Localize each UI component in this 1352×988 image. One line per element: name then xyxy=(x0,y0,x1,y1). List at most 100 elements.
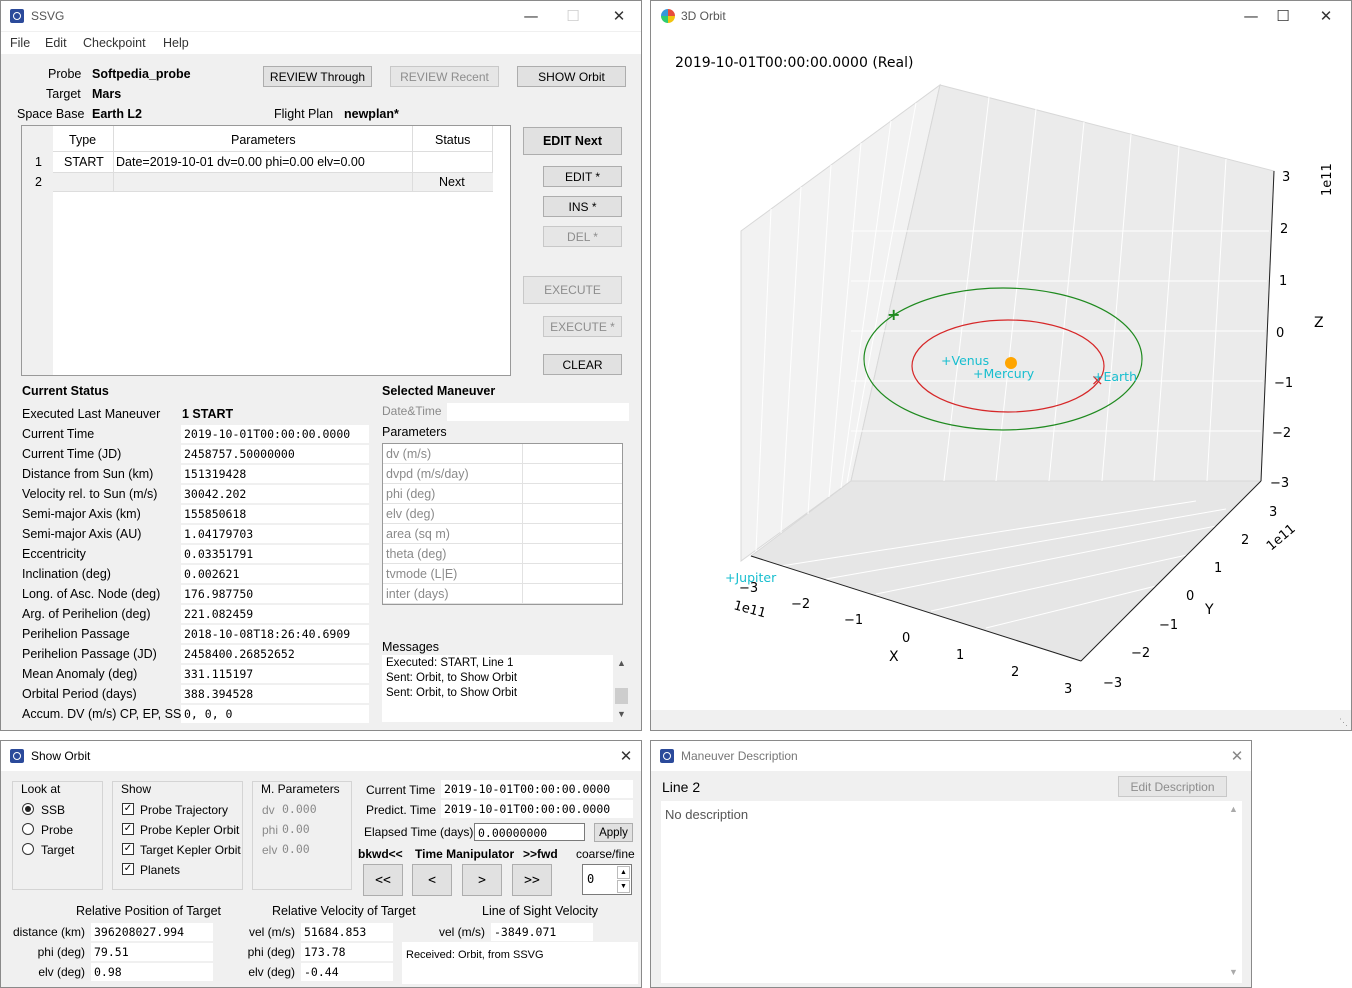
minimize-icon[interactable]: — xyxy=(523,7,539,25)
show-orbit-window: Show Orbit ✕ Look at SSB Probe Target Sh… xyxy=(0,740,642,988)
param-row[interactable]: elv (deg) xyxy=(383,504,622,524)
close-icon[interactable]: ✕ xyxy=(1230,747,1244,765)
look-at-probe-radio[interactable] xyxy=(22,823,34,835)
bkwd-label: bkwd<< xyxy=(358,847,403,861)
step-forward-button[interactable]: > xyxy=(462,864,502,896)
close-icon[interactable]: ✕ xyxy=(612,7,626,25)
parameters-label: Parameters xyxy=(382,425,447,439)
step-backward-button[interactable]: < xyxy=(412,864,452,896)
status-value: 155850618 xyxy=(181,505,369,523)
param-row[interactable]: tvmode (L|E) xyxy=(383,564,622,584)
probe-trajectory-checkbox[interactable]: ✓ xyxy=(122,803,134,815)
status-value: 1.04179703 xyxy=(181,525,369,543)
param-col-sep xyxy=(522,544,523,564)
row-number: 1 xyxy=(35,155,42,169)
maximize-icon: ☐ xyxy=(566,7,580,25)
menu-help[interactable]: Help xyxy=(163,36,189,50)
close-icon[interactable]: ✕ xyxy=(619,747,633,765)
datetime-field xyxy=(447,403,629,421)
status-label: Semi-major Axis (AU) xyxy=(22,527,142,541)
execute-button[interactable]: EXECUTE xyxy=(523,276,622,304)
status-label: Arg. of Perihelion (deg) xyxy=(22,607,151,621)
maximize-icon[interactable]: ☐ xyxy=(1276,7,1290,25)
mparams-group xyxy=(252,781,352,890)
description-text-area[interactable]: No description xyxy=(661,801,1231,983)
param-row[interactable]: dvpd (m/s/day) xyxy=(383,464,622,484)
fast-backward-button[interactable]: << xyxy=(363,864,403,896)
tick-labels: 3 2 1 0 −1 −2 −3 −3 −2 −1 0 1 2 3 3 2 1 0 −1 −2 −3 xyxy=(739,170,1293,697)
scroll-down-icon[interactable]: ▼ xyxy=(1229,967,1238,977)
clear-button[interactable]: CLEAR xyxy=(543,354,622,375)
menu-edit[interactable]: Edit xyxy=(45,36,67,50)
show-orbit-button[interactable]: SHOW Orbit xyxy=(517,66,626,87)
probe-label: Probe xyxy=(48,67,82,81)
scroll-up-icon[interactable]: ▲ xyxy=(1229,804,1238,814)
look-at-target-radio[interactable] xyxy=(22,843,34,855)
scroll-down-icon[interactable]: ▼ xyxy=(617,709,626,719)
look-at-probe-label: Probe xyxy=(41,823,74,837)
elapsed-time-field[interactable]: 0.00000000 xyxy=(474,823,585,841)
table-row[interactable]: 2 Next xyxy=(22,172,493,192)
target-kepler-orbit-checkbox[interactable]: ✓ xyxy=(122,843,134,855)
del-button[interactable]: DEL * xyxy=(543,226,622,247)
param-row[interactable]: area (sq m) xyxy=(383,524,622,544)
probe-kepler-orbit-checkbox[interactable]: ✓ xyxy=(122,823,134,835)
review-recent-button[interactable]: REVIEW Recent xyxy=(390,66,499,87)
orbit-timestamp: 2019-10-01T00:00:00.0000 (Real) xyxy=(675,55,914,71)
param-row[interactable]: theta (deg) xyxy=(383,544,622,564)
status-label: Distance from Sun (km) xyxy=(22,467,154,481)
review-through-button[interactable]: REVIEW Through xyxy=(263,66,372,87)
scroll-thumb[interactable] xyxy=(615,688,628,704)
menu-file[interactable]: File xyxy=(10,36,31,50)
messages-box[interactable]: Executed: START, Line 1 Sent: Orbit, to … xyxy=(382,655,630,722)
planet-label-mercury: Mercury xyxy=(983,366,1034,381)
look-at-group xyxy=(12,781,103,890)
rel-pos-label: elv (deg) xyxy=(38,965,85,979)
z-tick-label: −1 xyxy=(1274,376,1293,391)
param-label: tvmode (L|E) xyxy=(386,567,458,581)
edit-button[interactable]: EDIT * xyxy=(543,166,622,187)
status-label: Inclination (deg) xyxy=(22,567,111,581)
flight-plan-table[interactable]: Type Parameters Status 1 START Date=2019… xyxy=(21,125,511,376)
status-label: Eccentricity xyxy=(22,547,86,561)
spin-down-icon[interactable]: ▼ xyxy=(617,880,630,893)
status-value: 2458400.26852652 xyxy=(181,645,369,663)
x-tick-label: 1 xyxy=(956,648,964,663)
spin-up-icon[interactable]: ▲ xyxy=(617,866,630,879)
planet-label-venus: Venus xyxy=(951,353,989,368)
header-type: Type xyxy=(69,133,97,147)
param-row[interactable]: dv (m/s) xyxy=(383,444,622,464)
messages-scrollbar[interactable]: ▲ ▼ xyxy=(613,655,630,722)
minimize-icon[interactable]: — xyxy=(1243,7,1259,25)
execute-star-button[interactable]: EXECUTE * xyxy=(543,316,622,337)
param-row[interactable]: phi (deg) xyxy=(383,484,622,504)
probe-trajectory-label: Probe Trajectory xyxy=(140,803,229,817)
ins-button[interactable]: INS * xyxy=(543,196,622,217)
close-icon[interactable]: ✕ xyxy=(1319,7,1333,25)
apply-button[interactable]: Apply xyxy=(594,823,633,842)
status-label: Long. of Asc. Node (deg) xyxy=(22,587,161,601)
rel-pos-heading: Relative Position of Target xyxy=(76,904,221,918)
description-scrollbar[interactable]: ▲ ▼ xyxy=(1225,801,1242,983)
param-col-sep xyxy=(522,504,523,524)
edit-description-button[interactable]: Edit Description xyxy=(1118,776,1227,797)
edit-next-button[interactable]: EDIT Next xyxy=(523,127,622,155)
x-tick-label: 0 xyxy=(902,631,910,646)
predict-time-field[interactable]: 2019-10-01T00:00:00.0000 xyxy=(441,800,633,818)
menu-checkpoint[interactable]: Checkpoint xyxy=(83,36,146,50)
fast-forward-button[interactable]: >> xyxy=(512,864,552,896)
look-at-target-label: Target xyxy=(41,843,75,857)
ssvg-title: SSVG xyxy=(31,9,65,23)
param-row[interactable]: inter (days) xyxy=(383,584,622,604)
status-strip xyxy=(651,710,1351,730)
table-row[interactable]: 1 START Date=2019-10-01 dv=0.00 phi=0.00… xyxy=(22,152,493,172)
coarse-fine-spinbox[interactable]: 0 ▲ ▼ xyxy=(582,864,632,895)
scroll-up-icon[interactable]: ▲ xyxy=(617,658,626,668)
status-label: Velocity rel. to Sun (m/s) xyxy=(22,487,158,501)
planets-label: Planets xyxy=(140,863,181,877)
look-at-ssb-radio[interactable] xyxy=(22,803,34,815)
planets-checkbox[interactable]: ✓ xyxy=(122,863,134,875)
so-current-time-field[interactable]: 2019-10-01T00:00:00.0000 xyxy=(441,780,633,798)
resize-grip-icon[interactable]: ⋱ xyxy=(1339,717,1348,727)
